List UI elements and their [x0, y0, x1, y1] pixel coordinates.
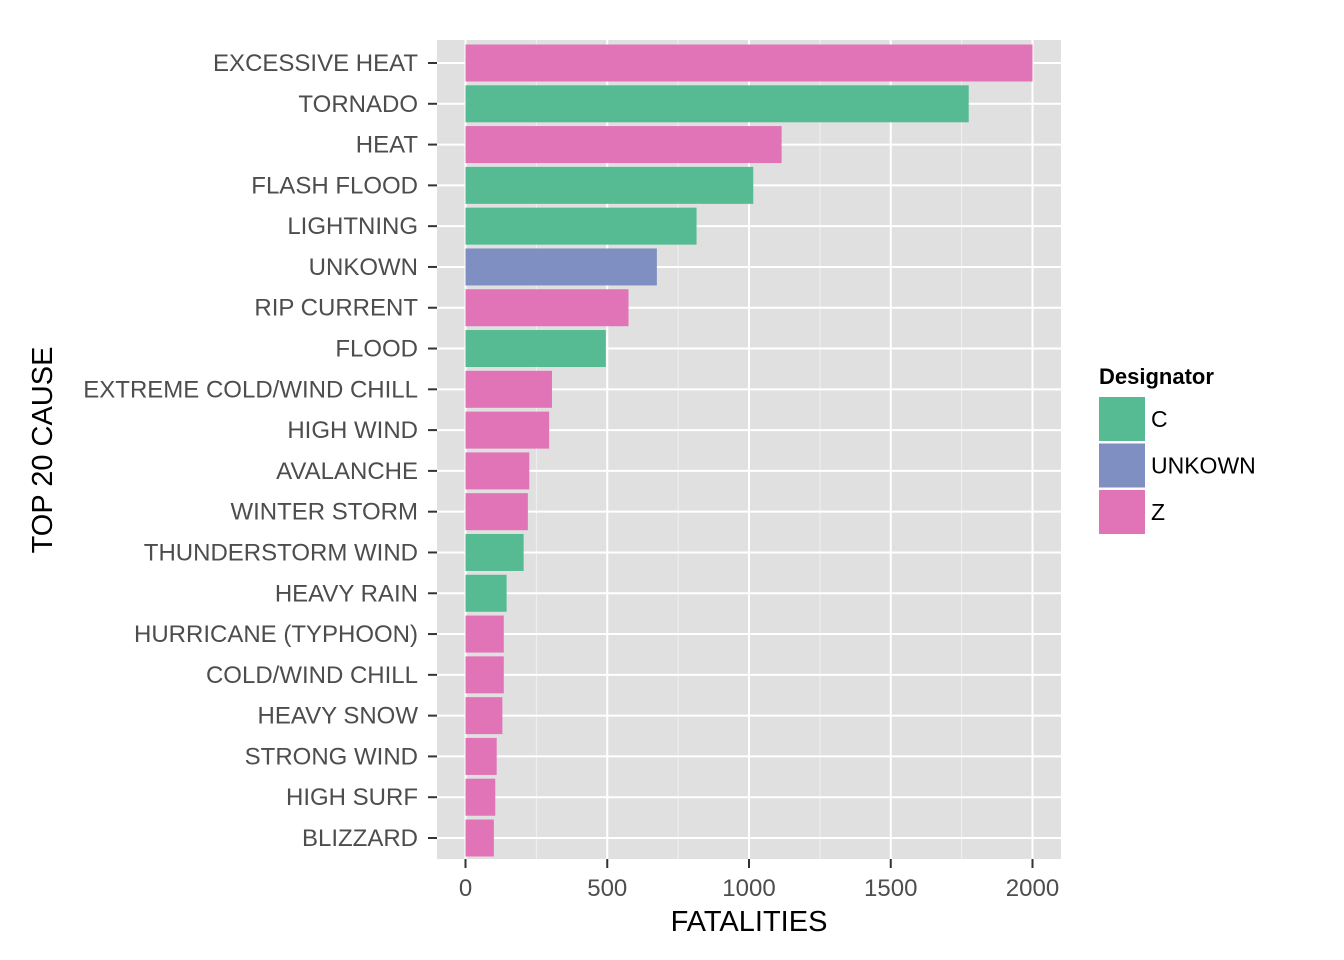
bar	[465, 289, 629, 327]
legend-key	[1099, 490, 1145, 534]
bar	[465, 574, 507, 612]
y-tick-label: STRONG WIND	[245, 743, 418, 770]
x-tick-label: 0	[459, 875, 472, 902]
legend-key	[1099, 397, 1145, 441]
x-tick-label: 1500	[864, 875, 917, 902]
y-tick-label: LIGHTNING	[287, 213, 418, 240]
x-axis: 0 500 1000 1500 2000	[459, 859, 1059, 902]
bar	[465, 44, 1033, 82]
bar	[465, 819, 494, 857]
y-tick-label: BLIZZARD	[302, 825, 418, 852]
y-tick-label: TORNADO	[298, 91, 418, 118]
bar	[465, 656, 504, 694]
x-tick-label: 500	[587, 875, 627, 902]
bar	[465, 615, 504, 653]
legend-label: Z	[1151, 499, 1165, 525]
bar	[465, 166, 754, 204]
y-tick-label: HIGH SURF	[286, 784, 418, 811]
y-tick-label: COLD/WIND CHILL	[206, 662, 418, 689]
y-tick-label: FLASH FLOOD	[251, 172, 418, 199]
bar	[465, 452, 530, 490]
y-tick-label: EXCESSIVE HEAT	[213, 50, 418, 77]
bar	[465, 737, 497, 775]
y-tick-label: HEAVY SNOW	[258, 703, 419, 730]
y-tick-label: HEAT	[356, 132, 419, 159]
bar	[465, 778, 496, 816]
y-tick-label: FLOOD	[335, 336, 418, 363]
x-axis-title: FATALITIES	[671, 906, 828, 938]
bar	[465, 493, 528, 531]
y-tick-label: WINTER STORM	[230, 499, 418, 526]
y-tick-label: HEAVY RAIN	[275, 580, 418, 607]
bar	[465, 533, 524, 571]
y-tick-label: EXTREME COLD/WIND CHILL	[83, 376, 418, 403]
bar	[465, 207, 697, 245]
x-tick-label: 2000	[1006, 875, 1059, 902]
legend-label: C	[1151, 406, 1168, 432]
legend-key	[1099, 443, 1145, 488]
bar	[465, 126, 782, 164]
y-axis: EXCESSIVE HEAT TORNADO HEAT FLASH FLOOD LIGH…	[83, 50, 437, 852]
y-tick-label: AVALANCHE	[276, 458, 418, 485]
bar	[465, 85, 969, 123]
bars	[465, 44, 1033, 857]
legend-label: UNKOWN	[1151, 453, 1256, 479]
bar	[465, 370, 552, 408]
legend: Designator C UNKOWN Z	[1099, 364, 1256, 534]
legend-title: Designator	[1099, 364, 1214, 389]
bar	[465, 248, 657, 286]
y-axis-title: TOP 20 CAUSE	[27, 347, 59, 554]
y-tick-label: HIGH WIND	[287, 417, 418, 444]
bar	[465, 697, 503, 735]
bar	[465, 330, 606, 368]
bar	[465, 411, 550, 449]
y-tick-label: THUNDERSTORM WIND	[144, 539, 418, 566]
y-tick-label: HURRICANE (TYPHOON)	[134, 621, 418, 648]
y-tick-label: UNKOWN	[309, 254, 418, 281]
y-tick-label: RIP CURRENT	[254, 295, 418, 322]
x-tick-label: 1000	[722, 875, 775, 902]
